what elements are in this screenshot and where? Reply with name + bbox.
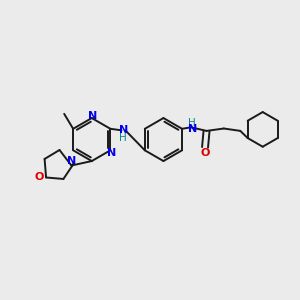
Text: N: N xyxy=(188,124,197,134)
Text: O: O xyxy=(35,172,44,182)
Text: N: N xyxy=(67,156,76,166)
Text: H: H xyxy=(188,118,196,128)
Text: N: N xyxy=(88,111,98,121)
Text: N: N xyxy=(118,125,128,135)
Text: H: H xyxy=(119,134,127,143)
Text: N: N xyxy=(107,148,116,158)
Text: O: O xyxy=(200,148,210,158)
